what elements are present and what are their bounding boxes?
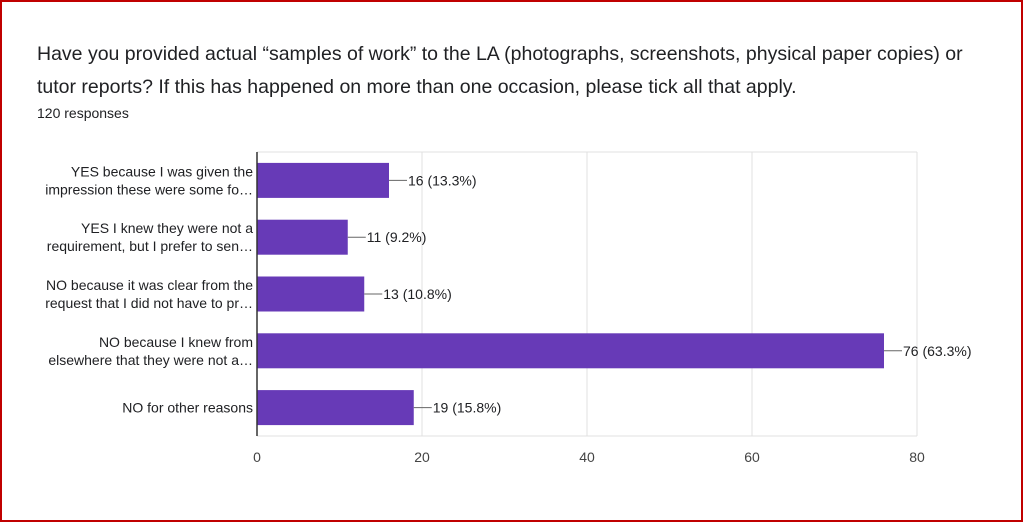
data-label: 11 (9.2%): [367, 229, 427, 245]
data-label: 76 (63.3%): [903, 343, 971, 359]
x-tick-label: 40: [579, 449, 595, 465]
category-label: elsewhere that they were not a…: [48, 352, 253, 368]
category-label: NO because I knew from: [99, 334, 253, 350]
x-tick-label: 0: [253, 449, 261, 465]
response-count: 120 responses: [37, 105, 129, 121]
category-label: request that I did not have to pr…: [45, 295, 253, 311]
x-tick-label: 60: [744, 449, 760, 465]
bar: [257, 390, 414, 426]
category-label: impression these were some fo…: [45, 181, 253, 197]
data-label: 16 (13.3%): [408, 172, 476, 188]
bar: [257, 276, 365, 312]
category-label: NO for other reasons: [122, 400, 253, 416]
data-label: 13 (10.8%): [383, 286, 451, 302]
bar: [257, 219, 348, 255]
category-label: YES because I was given the: [71, 163, 253, 179]
category-label: requirement, but I prefer to sen…: [47, 238, 253, 254]
question-title: Have you provided actual “samples of wor…: [37, 43, 963, 98]
x-tick-label: 80: [909, 449, 925, 465]
data-label: 19 (15.8%): [433, 400, 501, 416]
bar: [257, 333, 884, 369]
bar: [257, 162, 389, 198]
category-label: YES I knew they were not a: [81, 220, 253, 236]
x-tick-label: 20: [414, 449, 430, 465]
category-label: NO because it was clear from the: [46, 277, 253, 293]
